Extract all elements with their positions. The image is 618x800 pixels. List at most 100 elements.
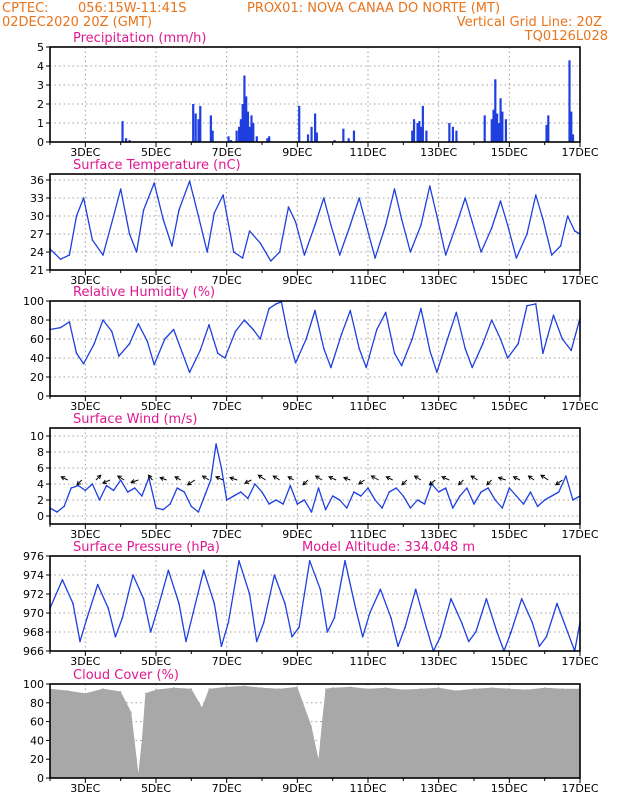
surface-wind-point-2 <box>63 505 65 508</box>
surface-temperature-xtick-label-4: 11DEC <box>349 274 386 287</box>
surface-temperature-point-29 <box>303 254 306 256</box>
wind-vector-shaft <box>160 477 167 481</box>
cloud-cover-point-6 <box>137 772 139 774</box>
wind-vector-shaft <box>386 476 393 481</box>
wind-vector-30 <box>486 479 493 486</box>
wind-vector-head <box>174 476 180 481</box>
cloud-cover-point-28 <box>420 688 422 690</box>
wind-vector-shaft <box>343 477 351 481</box>
wind-vector-shaft <box>229 477 238 481</box>
relative-humidity-point-37 <box>365 366 368 369</box>
surface-temperature-point-44 <box>436 215 438 217</box>
precipitation-bar-29 <box>333 140 336 142</box>
cloud-cover-point-35 <box>544 687 546 689</box>
surface-temperature-frame <box>49 173 581 271</box>
surface-pressure-point-45 <box>450 597 452 600</box>
relative-humidity-point-21 <box>234 330 237 333</box>
wind-vector-4 <box>116 475 125 481</box>
precipitation-bar-15 <box>243 75 246 142</box>
wind-vector-shaft <box>528 475 535 481</box>
relative-humidity-point-13 <box>164 338 166 340</box>
precipitation-bar-21 <box>255 136 258 142</box>
wind-vector-shaft <box>498 477 506 481</box>
surface-temperature-point-30 <box>314 224 316 226</box>
wind-vector-shaft <box>117 475 125 481</box>
precipitation-xtick-label-5: 13DEC <box>420 146 457 159</box>
surface-wind-point-13 <box>141 495 143 497</box>
surface-pressure-point-19 <box>220 645 223 648</box>
wind-vector-head <box>342 476 348 481</box>
surface-wind-point-18 <box>176 487 178 489</box>
precipitation-ytick-label-0: 0 <box>37 136 44 149</box>
precipitation-bar-54 <box>568 60 571 142</box>
surface-wind-point-16 <box>162 508 164 511</box>
wind-vector-head <box>497 476 503 481</box>
wind-vector-head <box>272 475 278 480</box>
relative-humidity-point-58 <box>552 314 555 317</box>
relative-humidity-ytick-label-0: 0 <box>37 390 44 403</box>
surface-wind-point-48 <box>381 507 383 509</box>
relative-humidity-xtick-label-3: 9DEC <box>282 400 312 413</box>
surface-temperature-point-50 <box>490 227 493 229</box>
surface-temperature-xtick-label-0: 3DEC <box>70 274 100 287</box>
cloud-cover-ytick-label-0: 0 <box>37 772 44 785</box>
cloud-cover-point-33 <box>508 688 510 690</box>
surface-wind-point-31 <box>261 491 263 493</box>
precipitation-bar-33 <box>411 130 414 142</box>
surface-pressure-point-23 <box>255 640 258 643</box>
cloud-cover-point-3 <box>102 688 104 690</box>
surface-wind-point-36 <box>296 503 299 505</box>
surface-wind-ytick-label-1: 2 <box>37 494 44 507</box>
precipitation-bar-0 <box>121 121 124 142</box>
precipitation-bar-26 <box>310 126 313 142</box>
surface-wind-title: Surface Wind (m/s) <box>73 412 197 427</box>
precipitation-bar-2 <box>128 140 131 142</box>
surface-temperature-point-15 <box>178 209 180 211</box>
wind-vector-head <box>201 475 207 480</box>
surface-wind-xtick-label-7: 17DEC <box>561 528 598 541</box>
surface-wind-point-54 <box>423 503 426 505</box>
precipitation-xtick-label-4: 11DEC <box>349 146 386 159</box>
surface-pressure-point-3 <box>79 640 81 643</box>
surface-temperature-xtick-label-1: 5DEC <box>141 274 171 287</box>
surface-wind-point-10 <box>119 479 122 481</box>
cloud-cover-xtick-label-0: 3DEC <box>70 782 100 795</box>
precipitation-bar-42 <box>455 130 458 142</box>
wind-vector-shaft <box>328 476 337 481</box>
wind-vector-head <box>186 481 192 486</box>
relative-humidity-xtick-label-5: 13DEC <box>420 400 457 413</box>
wind-vector-16 <box>287 476 295 481</box>
surface-pressure-point-50 <box>496 631 498 633</box>
surface-pressure-xtick-label-6: 15DEC <box>491 655 528 668</box>
precipitation-bar-45 <box>492 109 495 142</box>
precipitation-frame <box>49 46 581 143</box>
wind-vector-shaft <box>315 475 323 481</box>
relative-humidity-point-36 <box>358 347 360 350</box>
surface-wind-point-50 <box>395 487 398 489</box>
wind-vector-head <box>130 479 136 484</box>
precipitation-bar-35 <box>416 123 419 142</box>
wind-vector-head <box>470 475 476 480</box>
wind-vector-head <box>159 476 165 481</box>
relative-humidity-point-18 <box>208 323 210 326</box>
precipitation-title: Precipitation (mm/h) <box>73 31 206 46</box>
surface-wind-xtick-label-3: 9DEC <box>282 528 312 541</box>
surface-wind-point-73 <box>558 491 560 493</box>
surface-temperature-point-14 <box>171 245 173 247</box>
precipitation-bar-38 <box>421 105 424 142</box>
wind-vector-shaft <box>202 475 210 481</box>
wind-vector-26 <box>428 479 436 486</box>
surface-wind-point-64 <box>494 499 497 501</box>
relative-humidity-point-38 <box>376 328 378 331</box>
surface-wind-point-69 <box>529 491 532 493</box>
precipitation-xtick-label-7: 17DEC <box>561 146 598 159</box>
wind-vector-shaft <box>371 475 379 481</box>
surface-wind-ytick-label-0: 0 <box>37 510 44 523</box>
wind-vector-19 <box>328 475 337 481</box>
cloud-cover-point-9 <box>155 689 157 691</box>
surface-temperature-point-3 <box>75 215 78 217</box>
relative-humidity-point-1 <box>59 326 62 329</box>
surface-wind-point-34 <box>282 503 285 505</box>
relative-humidity-point-34 <box>340 333 343 336</box>
cloud-cover-point-13 <box>208 688 210 690</box>
